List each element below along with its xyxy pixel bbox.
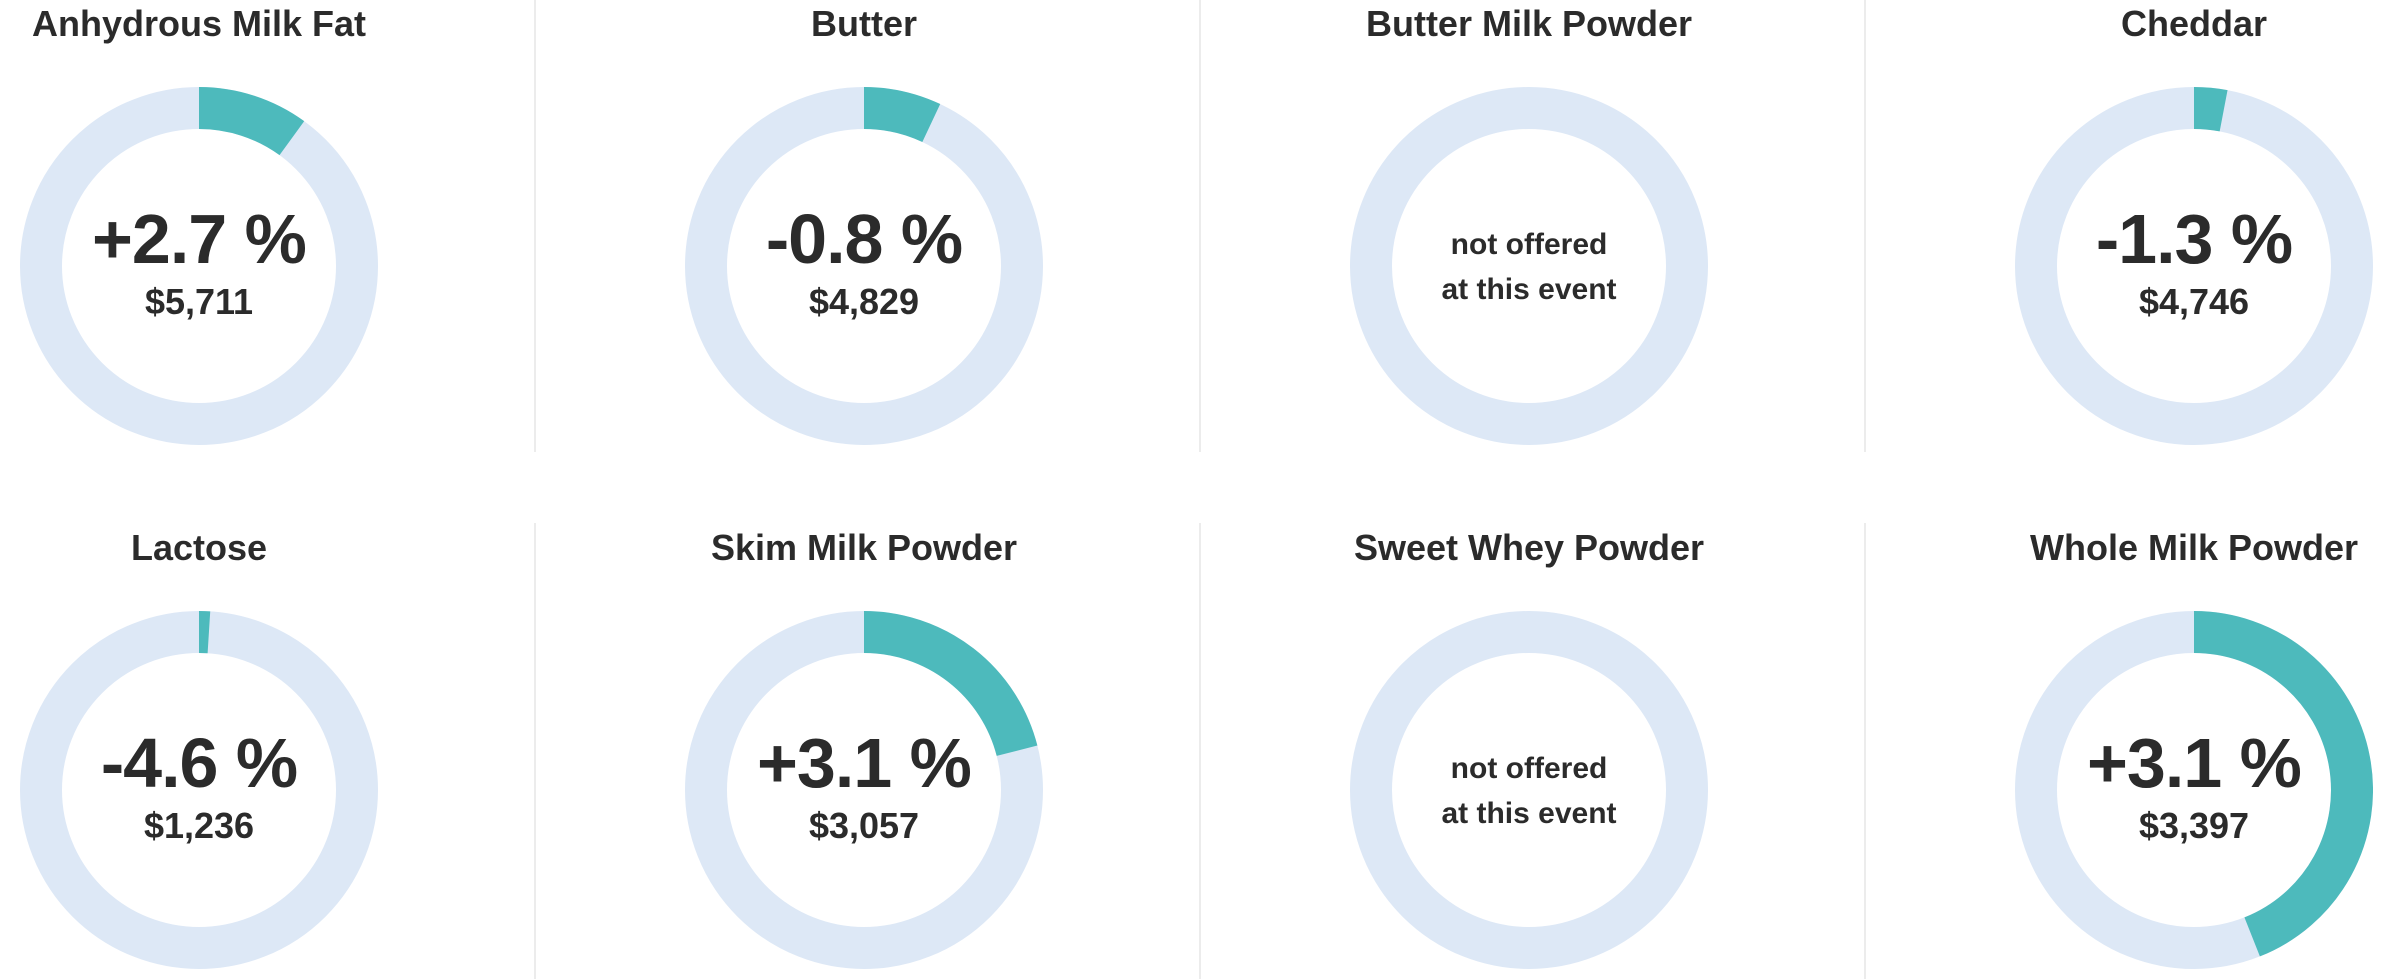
not-offered-text: at this event [1441,797,1617,830]
donut-center: not offered at this event [1350,87,1708,445]
donut-chart [685,87,1043,445]
product-title: Sweet Whey Powder [1353,527,1705,568]
product-title: Butter [811,3,917,44]
donut-value-arc [863,87,941,143]
donut-value-arc [863,611,1038,757]
donut-chart [20,87,378,445]
donut-center: -4.6 % $1,236 [20,611,378,969]
column-divider [1199,523,1201,979]
donut-svg [20,87,378,445]
change-value: +3.1 % [757,724,972,802]
column-divider [1199,0,1201,452]
product-card: Butter -0.8 % $4,829 [665,0,1063,450]
not-offered-text: not offered [1450,752,1608,785]
product-title: Anhydrous Milk Fat [31,3,367,44]
price-value: $3,057 [808,805,920,846]
column-divider [534,523,536,979]
donut-center: -0.8 % $4,829 [685,87,1043,445]
product-card: Lactose -4.6 % $1,236 [0,524,398,974]
column-divider [1864,523,1866,979]
product-title: Skim Milk Powder [710,527,1018,568]
donut-chart [1350,87,1708,445]
product-card: Anhydrous Milk Fat +2.7 % $5,711 [0,0,398,450]
donut-svg [1350,611,1708,969]
donut-track [1350,87,1708,445]
change-value: -4.6 % [100,724,298,802]
donut-chart [2015,87,2373,445]
product-card: Butter Milk Powder not offered at this e… [1330,0,1728,450]
product-card: Cheddar -1.3 % $4,746 [1995,0,2393,450]
product-card: Sweet Whey Powder not offered at this ev… [1330,524,1728,974]
product-title: Lactose [130,527,268,568]
not-offered-text: at this event [1441,273,1617,306]
donut-center: +3.1 % $3,057 [685,611,1043,969]
donut-chart [20,611,378,969]
donut-svg [2015,611,2373,969]
donut-center: +2.7 % $5,711 [20,87,378,445]
change-value: -0.8 % [765,200,963,278]
price-value: $3,397 [2138,805,2250,846]
price-value: $5,711 [144,281,254,322]
donut-value-arc [2193,87,2228,132]
product-card: Whole Milk Powder +3.1 % $3,397 [1995,524,2393,974]
price-value: $1,236 [143,805,255,846]
price-value: $4,829 [808,281,920,322]
product-card: Skim Milk Powder +3.1 % $3,057 [665,524,1063,974]
donut-value-arc [198,87,305,156]
change-value: -1.3 % [2095,200,2293,278]
donut-svg [685,611,1043,969]
product-title: Whole Milk Powder [2029,527,2359,568]
donut-chart [685,611,1043,969]
column-divider [534,0,536,452]
change-value: +3.1 % [2087,724,2302,802]
product-title: Cheddar [2120,3,2268,44]
donut-svg [2015,87,2373,445]
donut-svg [1350,87,1708,445]
donut-chart [1350,611,1708,969]
donut-center: -1.3 % $4,746 [2015,87,2373,445]
donut-svg [20,611,378,969]
price-value: $4,746 [2138,281,2250,322]
not-offered-text: not offered [1450,228,1608,261]
change-value: +2.7 % [92,200,307,278]
donut-track [1350,611,1708,969]
donut-svg [685,87,1043,445]
donut-center: not offered at this event [1350,611,1708,969]
product-title: Butter Milk Powder [1365,3,1693,44]
donut-chart [2015,611,2373,969]
column-divider [1864,0,1866,452]
donut-value-arc [2193,611,2373,957]
donut-center: +3.1 % $3,397 [2015,611,2373,969]
